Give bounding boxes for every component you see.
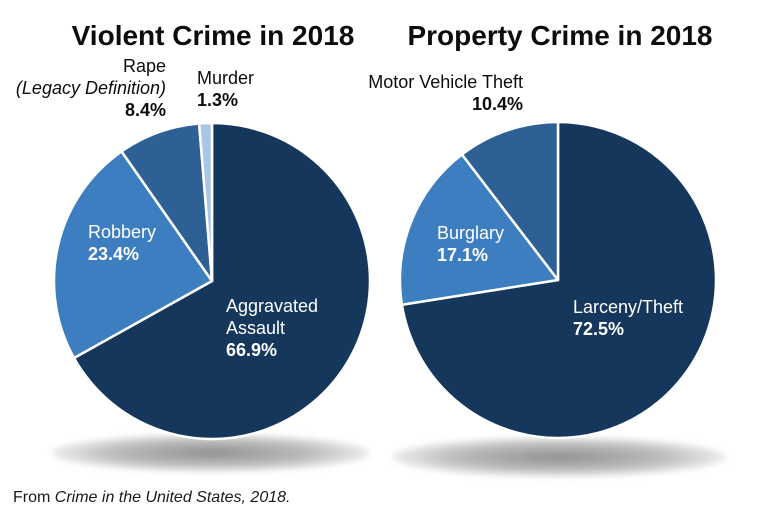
aggravated-label-line2: Assault bbox=[226, 318, 286, 338]
murder-label-name: Murder bbox=[197, 68, 255, 88]
larceny-theft-slice-label: Larceny/Theft 72.5% bbox=[573, 296, 683, 340]
murder-slice-label: Murder 1.3% bbox=[197, 67, 254, 111]
pie-slice bbox=[72, 121, 372, 441]
property-crime-title: Property Crime in 2018 bbox=[407, 20, 713, 51]
burglary-percentage: 17.1% bbox=[437, 245, 489, 265]
property-crime-pie-chart bbox=[398, 120, 718, 440]
left-pie-shadow bbox=[52, 434, 370, 472]
rape-slice-label: Rape (Legacy Definition) 8.4% bbox=[0, 55, 166, 121]
rape-label-name: Rape bbox=[122, 56, 166, 76]
right-pie-shadow bbox=[392, 437, 726, 477]
caption-source-title: Crime in the United States, 2018. bbox=[54, 489, 291, 506]
source-caption: From Crime in the United States, 2018. bbox=[13, 489, 290, 507]
pie-slice bbox=[197, 121, 214, 283]
caption-prefix: From bbox=[13, 489, 55, 506]
motor-vehicle-theft-slice-label: Motor Vehicle Theft 10.4% bbox=[343, 71, 523, 115]
violent-crime-title: Violent Crime in 2018 bbox=[71, 20, 355, 51]
murder-percentage: 1.3% bbox=[197, 90, 239, 110]
rape-percentage: 8.4% bbox=[124, 100, 166, 120]
aggravated-label-line1: Aggravated bbox=[226, 296, 319, 316]
pie-slice bbox=[52, 150, 214, 360]
pie-slice bbox=[460, 120, 560, 282]
burglary-label-name: Burglary bbox=[437, 223, 505, 243]
mvt-percentage: 10.4% bbox=[471, 94, 523, 114]
robbery-slice-label: Robbery 23.4% bbox=[88, 221, 156, 265]
pie-slice bbox=[398, 153, 560, 306]
burglary-slice-label: Burglary 17.1% bbox=[437, 222, 504, 266]
violent-crime-pie-chart bbox=[52, 121, 372, 441]
mvt-label-name: Motor Vehicle Theft bbox=[368, 72, 523, 92]
larceny-label-name: Larceny/Theft bbox=[573, 297, 684, 317]
rape-label-legacy-note: (Legacy Definition) bbox=[15, 78, 166, 98]
robbery-percentage: 23.4% bbox=[88, 244, 140, 264]
larceny-percentage: 72.5% bbox=[573, 319, 625, 339]
aggravated-percentage: 66.9% bbox=[226, 340, 278, 360]
robbery-label-name: Robbery bbox=[88, 222, 157, 242]
aggravated-assault-slice-label: Aggravated Assault 66.9% bbox=[226, 295, 318, 361]
